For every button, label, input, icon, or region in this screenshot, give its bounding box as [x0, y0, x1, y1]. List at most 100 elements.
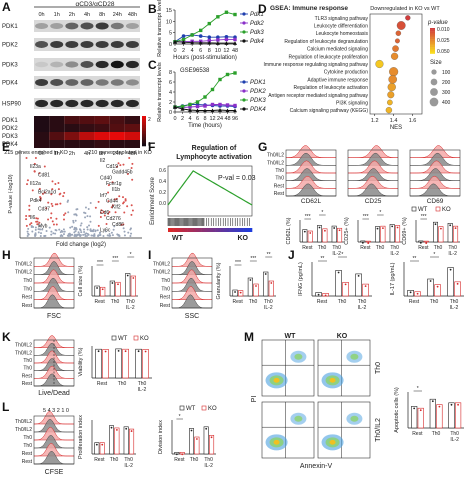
panel-b-y-tick-label: 5: [169, 31, 172, 37]
panel-g-cd62l-row-label: Th0/IL2: [267, 153, 284, 159]
panel-l-div-bar-ko: [209, 434, 215, 455]
panel-g-cd25-histogram: [347, 175, 398, 189]
panel-l-div-group-label: IL-2: [204, 463, 213, 469]
heatmap-scale-step: [142, 122, 146, 124]
panel-e-gene-point: [86, 232, 89, 235]
panel-e-gene-point: [73, 228, 76, 231]
panel-i-bars-bar-wt: [247, 277, 253, 297]
panel-g-bars-3-dot: [454, 227, 457, 230]
panel-f-rank-gradient-step: [212, 228, 216, 232]
panel-e-gene-point: [36, 217, 39, 220]
panel-e-gene-point: [89, 228, 92, 231]
blot-timepoint-label: 24h: [113, 12, 122, 18]
blot-band: [35, 78, 49, 87]
panel-d-pathway-label: Antigen receptor mediated signaling path…: [268, 93, 368, 99]
panel-e-gene-point: [94, 206, 97, 209]
panel-g-bars-2-bar-ko: [365, 240, 371, 243]
panel-j-il17-dot: [409, 291, 412, 294]
panel-e-gene-point: [89, 202, 92, 205]
panel-h-bars-group-label: Th0: [126, 299, 135, 305]
panel-b-series-pdk4: [174, 41, 235, 44]
panel-e-gene-point: [34, 232, 37, 235]
panel-e-gene-point: [39, 198, 42, 201]
panel-g-legend-wt: WT: [418, 207, 428, 213]
panel-j-ifng-dot: [364, 285, 367, 287]
blot-band: [65, 61, 79, 68]
panel-f-rank-gradient-step: [168, 228, 172, 232]
panel-l-histogram: [33, 443, 74, 457]
panel-g-bars-3-bar-wt: [418, 240, 424, 243]
panel-e-gene-point: [48, 226, 51, 229]
heatmap-scale-step: [142, 140, 146, 142]
panel-g-bars-1-group-label: Rest: [302, 245, 313, 251]
panel-e-gene-point: [54, 232, 57, 235]
panel-e-gene-point: [27, 227, 30, 230]
panel-e-gene-point: [90, 234, 93, 237]
panel-d-dot: [388, 75, 397, 84]
panel-j-il17-group-label: Th0: [450, 299, 459, 305]
panel-e-gene-point: [50, 233, 53, 236]
panel-e-gene-label: Myb: [38, 224, 48, 230]
blot-band: [65, 99, 79, 108]
panel-c-x-tick-label: 96: [232, 116, 238, 122]
panel-c-x-tick-label: 0: [173, 116, 176, 122]
panel-e-gene-point: [34, 157, 37, 159]
panel-e-gene-point: [77, 231, 80, 234]
panel-e-gene-point: [73, 234, 76, 237]
panel-e-gene-point: [28, 223, 31, 226]
panel-j-il17-dot: [449, 268, 452, 271]
panel-e-gene-point: [74, 230, 77, 233]
panel-m-density-core: [329, 439, 336, 445]
panel-i-x-axis-label: SSC: [185, 313, 199, 320]
panel-e-gene-point: [97, 200, 100, 203]
panel-e-gene-point: [130, 232, 133, 235]
blot-band: [110, 40, 124, 49]
panel-e-gene-point: [58, 228, 61, 231]
panel-g-bars-2-group-label: Rest: [360, 245, 371, 251]
panel-c-y-tick-label: 0: [169, 110, 172, 116]
blot-band: [50, 99, 64, 108]
panel-e-gene-point: [51, 180, 54, 183]
panel-e-gene-point: [51, 220, 54, 223]
panel-e-gene-point: [75, 228, 78, 231]
heatmap-cell: [124, 124, 140, 132]
panel-i-row-label: Rest: [160, 303, 171, 309]
panel-e-gene-point: [50, 193, 53, 196]
panel-e-gene-point: [26, 230, 29, 233]
panel-f-rank-gradient-step: [201, 228, 205, 232]
panel-e-gene-point: [107, 212, 110, 215]
heatmap-cell: [79, 116, 95, 124]
panel-l-div-dot: [205, 427, 208, 430]
panel-f-rank-gradient-step: [184, 228, 188, 232]
panel-c-x-tick-label: 4: [188, 116, 191, 122]
panel-g-bars-2-sig-mark: ***: [363, 214, 369, 220]
panel-l-prolif-group-label: Th0: [124, 457, 133, 463]
panel-c-legend-label: PDK3: [250, 98, 266, 104]
panel-e-gene-point: [75, 214, 78, 217]
heatmap-scale-step: [142, 119, 146, 121]
panel-l-legend-wt-swatch: [179, 405, 185, 411]
panel-h-histogram: [33, 269, 75, 284]
panel-g-cd25-histogram: [348, 152, 399, 166]
panel-b-y-axis-label: Relative transcript levels: [157, 0, 163, 57]
heatmap-cell: [124, 140, 140, 148]
panel-g-bars-2-group-label: Th0: [390, 245, 399, 251]
panel-b-point: [207, 35, 212, 39]
panel-i-bars-bar-wt: [263, 271, 269, 297]
panel-l-prolif-group-label: Th0: [110, 457, 119, 463]
panel-i-row-label: Th0/IL2: [153, 270, 170, 276]
panel-i-bars-dot: [264, 273, 267, 275]
panel-b-point: [224, 10, 229, 14]
panel-b-x-tick-label: 10: [215, 48, 221, 54]
panel-d-x-tick-label: 1.4: [390, 118, 398, 124]
panel-b-point: [216, 15, 220, 19]
panel-e-gene-point: [82, 233, 85, 236]
panel-e-gene-point: [100, 209, 103, 212]
panel-l-histogram: [33, 426, 74, 441]
panel-g-bars-1-dot: [333, 227, 336, 229]
panel-e-gene-point: [131, 162, 134, 165]
panel-i-bars-dot: [239, 291, 242, 294]
panel-label-i: I: [148, 248, 152, 262]
panel-l-prolif-group-label: IL-2: [124, 463, 133, 469]
